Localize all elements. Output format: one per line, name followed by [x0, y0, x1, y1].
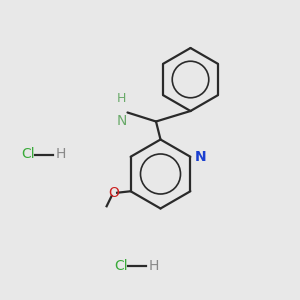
- Text: Cl: Cl: [114, 259, 128, 272]
- Text: H: H: [148, 259, 159, 272]
- Text: Cl: Cl: [21, 148, 34, 161]
- Text: N: N: [195, 150, 206, 164]
- Text: N: N: [116, 114, 127, 128]
- Text: O: O: [109, 186, 120, 200]
- Text: H: H: [117, 92, 126, 105]
- Text: H: H: [56, 148, 66, 161]
